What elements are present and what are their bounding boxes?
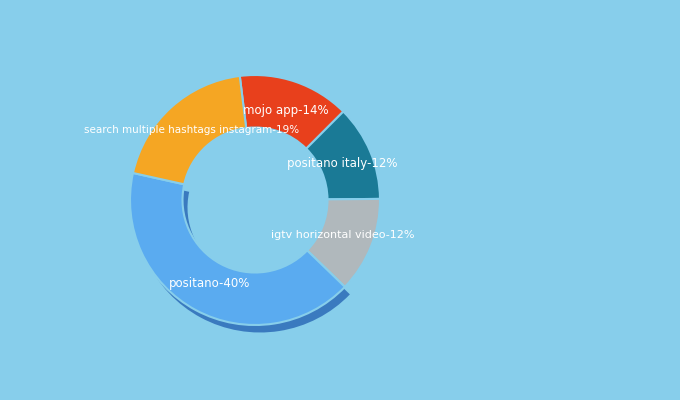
Wedge shape (307, 199, 380, 287)
Wedge shape (135, 180, 350, 332)
Wedge shape (240, 75, 343, 149)
Text: igtv horizontal video-12%: igtv horizontal video-12% (271, 230, 415, 240)
Wedge shape (133, 76, 246, 184)
Text: mojo app-14%: mojo app-14% (243, 104, 328, 117)
Text: positano italy-12%: positano italy-12% (288, 157, 398, 170)
Wedge shape (130, 173, 345, 325)
Text: search multiple hashtags instagram-19%: search multiple hashtags instagram-19% (84, 125, 299, 135)
Text: positano-40%: positano-40% (169, 277, 251, 290)
Wedge shape (306, 112, 380, 199)
